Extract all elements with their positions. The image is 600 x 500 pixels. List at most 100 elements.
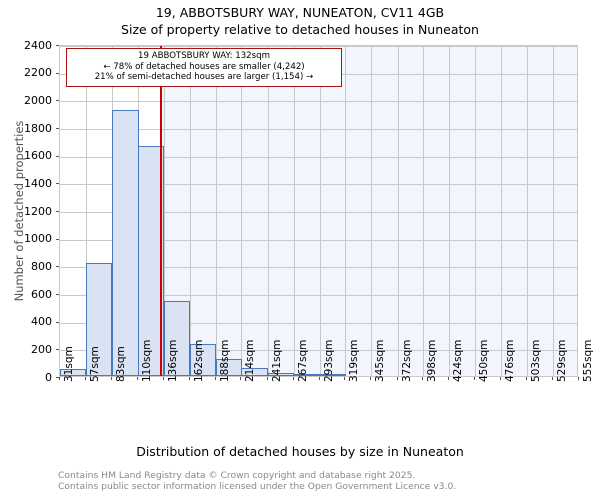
gridline-horizontal xyxy=(60,212,577,213)
x-tick-label: 345sqm xyxy=(374,339,386,382)
x-tick-label: 529sqm xyxy=(556,339,569,382)
x-tick-mark xyxy=(344,377,345,380)
gridline-vertical xyxy=(501,46,502,376)
x-tick-label: 503sqm xyxy=(530,339,543,382)
x-tick-label: 214sqm xyxy=(244,339,257,382)
y-tick-mark xyxy=(56,266,59,267)
gridline-horizontal xyxy=(60,267,577,268)
x-tick-mark xyxy=(370,377,371,380)
x-tick-label: 83sqm xyxy=(114,346,127,382)
gridline-horizontal xyxy=(60,157,577,158)
histogram-bar xyxy=(320,374,346,376)
gridline-vertical xyxy=(398,46,399,376)
y-tick-mark xyxy=(56,45,59,46)
plot-area xyxy=(59,45,578,377)
y-tick-label: 400 xyxy=(31,315,52,329)
y-tick-mark xyxy=(56,349,59,350)
y-tick-mark xyxy=(56,100,59,101)
x-tick-label: 372sqm xyxy=(400,339,413,382)
annotation-line-3: 21% of semi-detached houses are larger (… xyxy=(94,72,314,82)
x-tick-label: 241sqm xyxy=(270,339,283,382)
x-tick-label: 555sqm xyxy=(582,339,594,382)
y-tick-label: 1200 xyxy=(24,204,52,218)
y-tick-mark xyxy=(56,183,59,184)
x-tick-mark xyxy=(293,377,294,380)
x-tick-label: 424sqm xyxy=(452,339,465,382)
x-tick-label: 450sqm xyxy=(478,339,490,382)
gridline-horizontal xyxy=(60,101,577,102)
x-tick-label: 293sqm xyxy=(322,339,335,382)
x-tick-label: 57sqm xyxy=(88,346,101,382)
x-tick-mark xyxy=(215,377,216,380)
y-tick-label: 1600 xyxy=(24,149,52,163)
footer-attribution: Contains HM Land Registry data © Crown c… xyxy=(58,470,598,492)
x-tick-mark xyxy=(137,377,138,380)
histogram-bar xyxy=(294,374,320,376)
chart-title: 19, ABBOTSBURY WAY, NUNEATON, CV11 4GB S… xyxy=(0,4,600,38)
gridline-vertical xyxy=(320,46,321,376)
y-tick-mark xyxy=(56,128,59,129)
gridline-vertical xyxy=(475,46,476,376)
gridline-horizontal xyxy=(60,184,577,185)
upper-range-highlight xyxy=(160,46,577,376)
x-tick-label: 476sqm xyxy=(503,339,516,382)
y-tick-label: 800 xyxy=(31,259,52,273)
x-tick-mark xyxy=(59,377,60,380)
y-tick-mark xyxy=(56,377,59,378)
gridline-vertical xyxy=(241,46,242,376)
y-tick-label: 1000 xyxy=(24,232,52,246)
histogram-bar xyxy=(112,110,139,376)
x-tick-label: 267sqm xyxy=(296,339,309,382)
gridline-horizontal xyxy=(60,46,577,47)
x-tick-mark xyxy=(85,377,86,380)
histogram-bar xyxy=(86,263,112,376)
property-size-marker-line xyxy=(160,46,162,376)
gridline-vertical xyxy=(86,46,87,376)
histogram-bar xyxy=(241,368,268,376)
x-tick-mark xyxy=(578,377,579,380)
y-tick-mark xyxy=(56,239,59,240)
histogram-bar xyxy=(164,301,190,376)
x-tick-mark xyxy=(422,377,423,380)
gridline-vertical xyxy=(423,46,424,376)
annotation-line-2: ← 78% of detached houses are smaller (4,… xyxy=(103,61,305,72)
y-tick-label: 2200 xyxy=(24,66,52,80)
x-tick-mark xyxy=(189,377,190,380)
x-tick-label: 31sqm xyxy=(63,346,75,382)
gridline-vertical xyxy=(527,46,528,376)
y-tick-label: 200 xyxy=(31,342,52,356)
gridline-vertical xyxy=(553,46,554,376)
histogram-bar xyxy=(60,369,86,376)
footer-line-2: Contains public sector information licen… xyxy=(58,481,457,492)
x-tick-mark xyxy=(111,377,112,380)
property-annotation-box: 19 ABBOTSBURY WAY: 132sqm ← 78% of detac… xyxy=(66,48,342,87)
footer-line-1: Contains HM Land Registry data © Crown c… xyxy=(58,470,416,481)
y-tick-label: 0 xyxy=(45,370,52,384)
x-tick-mark xyxy=(500,377,501,380)
histogram-bar xyxy=(138,146,164,376)
x-tick-mark xyxy=(319,377,320,380)
x-tick-mark xyxy=(552,377,553,380)
x-tick-mark xyxy=(163,377,164,380)
y-tick-mark xyxy=(56,156,59,157)
x-tick-label: 136sqm xyxy=(166,339,179,382)
x-axis-label: Distribution of detached houses by size … xyxy=(136,444,464,459)
y-tick-label: 2000 xyxy=(24,93,52,107)
annotation-line-1: 19 ABBOTSBURY WAY: 132sqm xyxy=(138,51,270,61)
x-tick-label: 188sqm xyxy=(218,339,231,382)
x-tick-mark xyxy=(448,377,449,380)
y-tick-mark xyxy=(56,73,59,74)
gridline-horizontal xyxy=(60,350,577,351)
gridline-horizontal xyxy=(60,295,577,296)
gridline-vertical xyxy=(164,46,165,376)
histogram-bar xyxy=(190,344,216,376)
gridline-vertical xyxy=(371,46,372,376)
gridline-horizontal xyxy=(60,323,577,324)
gridline-vertical xyxy=(449,46,450,376)
title-line-2: Size of property relative to detached ho… xyxy=(121,22,479,37)
x-tick-label: 319sqm xyxy=(348,339,361,382)
y-axis-label: Number of detached properties xyxy=(12,120,26,302)
gridline-vertical xyxy=(268,46,269,376)
gridline-vertical xyxy=(294,46,295,376)
